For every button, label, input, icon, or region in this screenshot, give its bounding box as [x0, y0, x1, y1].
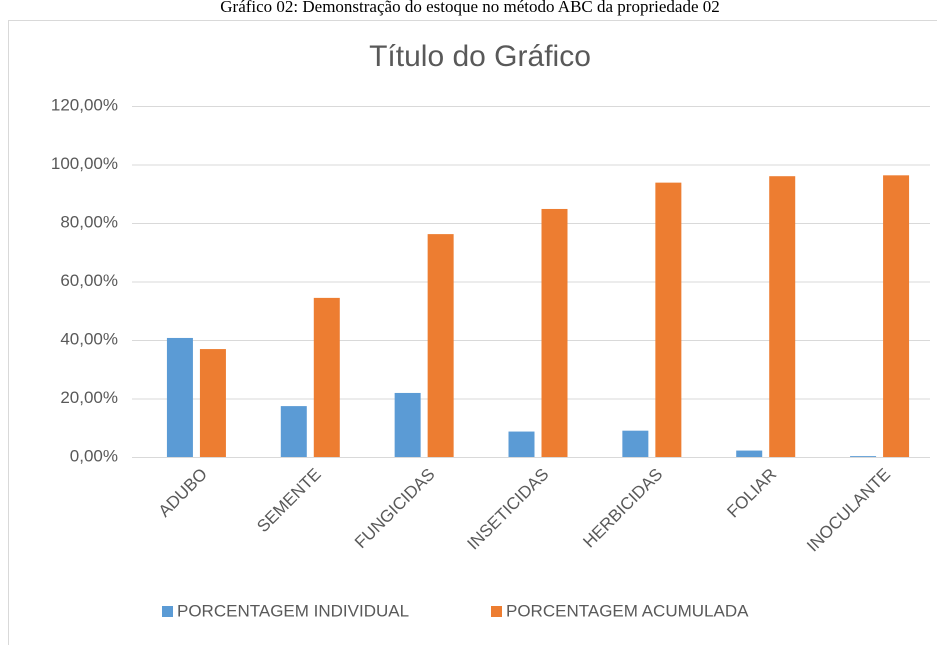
chart-border: [8, 20, 937, 645]
y-tick-label: 60,00%: [60, 271, 118, 290]
bar: [541, 208, 568, 457]
y-tick-label: 20,00%: [60, 388, 118, 407]
x-tick-label: ADUBO: [155, 465, 211, 521]
legend-label: PORCENTAGEM INDIVIDUAL: [177, 601, 409, 620]
bar: [850, 456, 877, 457]
bar: [394, 392, 421, 457]
y-tick-label: 40,00%: [60, 329, 118, 348]
x-tick-label: INSETICIDAS: [464, 465, 553, 554]
bar: [508, 431, 535, 457]
bar: [427, 234, 454, 457]
bar: [769, 176, 796, 457]
x-tick-label: INOCULANTE: [803, 465, 894, 556]
x-tick-label: SEMENTE: [253, 465, 325, 537]
bar: [736, 450, 763, 457]
bar: [655, 182, 682, 457]
legend-label: PORCENTAGEM ACUMULADA: [506, 601, 749, 620]
y-tick-label: 80,00%: [60, 212, 118, 231]
bar: [313, 297, 340, 457]
caption: Gráfico 02: Demonstração do estoque no m…: [220, 0, 719, 16]
x-tick-label: FOLIAR: [723, 465, 780, 522]
bar: [280, 406, 307, 457]
x-tick-label: HERBICIDAS: [579, 465, 666, 552]
legend-swatch: [162, 606, 173, 617]
bar: [883, 175, 910, 457]
x-tick-label: FUNGICIDAS: [351, 465, 439, 553]
y-tick-label: 100,00%: [51, 154, 118, 173]
legend-swatch: [491, 606, 502, 617]
bar: [199, 349, 226, 457]
y-tick-label: 120,00%: [51, 95, 118, 114]
bar: [166, 337, 193, 457]
chart-title: Título do Gráfico: [369, 40, 591, 73]
y-tick-label: 0,00%: [70, 446, 118, 465]
bar: [622, 430, 649, 457]
